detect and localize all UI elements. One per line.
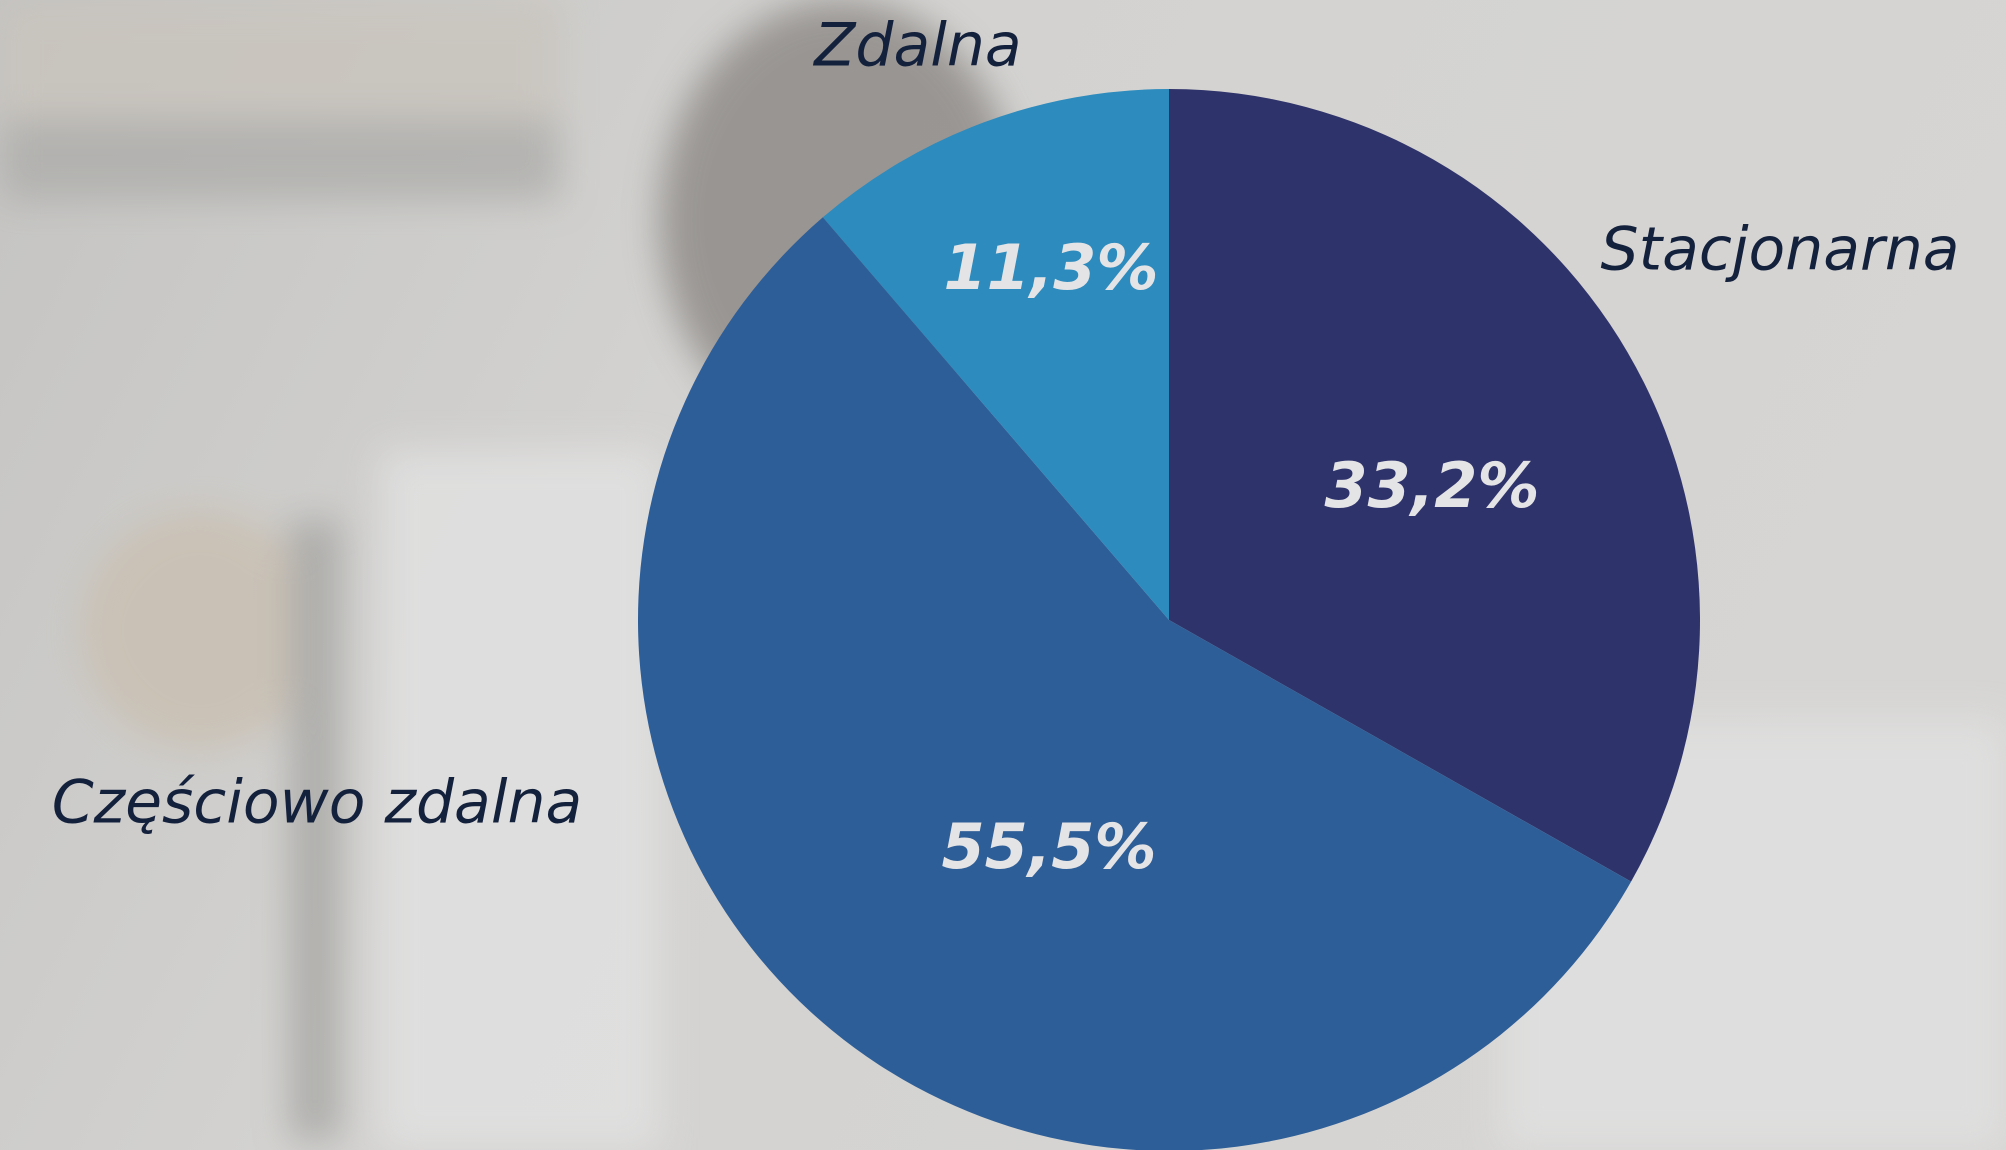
value-label: 33,2% xyxy=(1324,449,1539,522)
value-label: 11,3% xyxy=(943,231,1158,304)
chart: Stacjonarna 33,2% Częściowo zdalna 55,5% Zda… xyxy=(0,0,2006,1150)
slice-label: Częściowo zdalna xyxy=(52,768,583,838)
value-label: 55,5% xyxy=(941,810,1156,883)
slice-label: Zdalna xyxy=(812,11,1021,81)
slice-label: Stacjonarna xyxy=(1600,215,1959,285)
